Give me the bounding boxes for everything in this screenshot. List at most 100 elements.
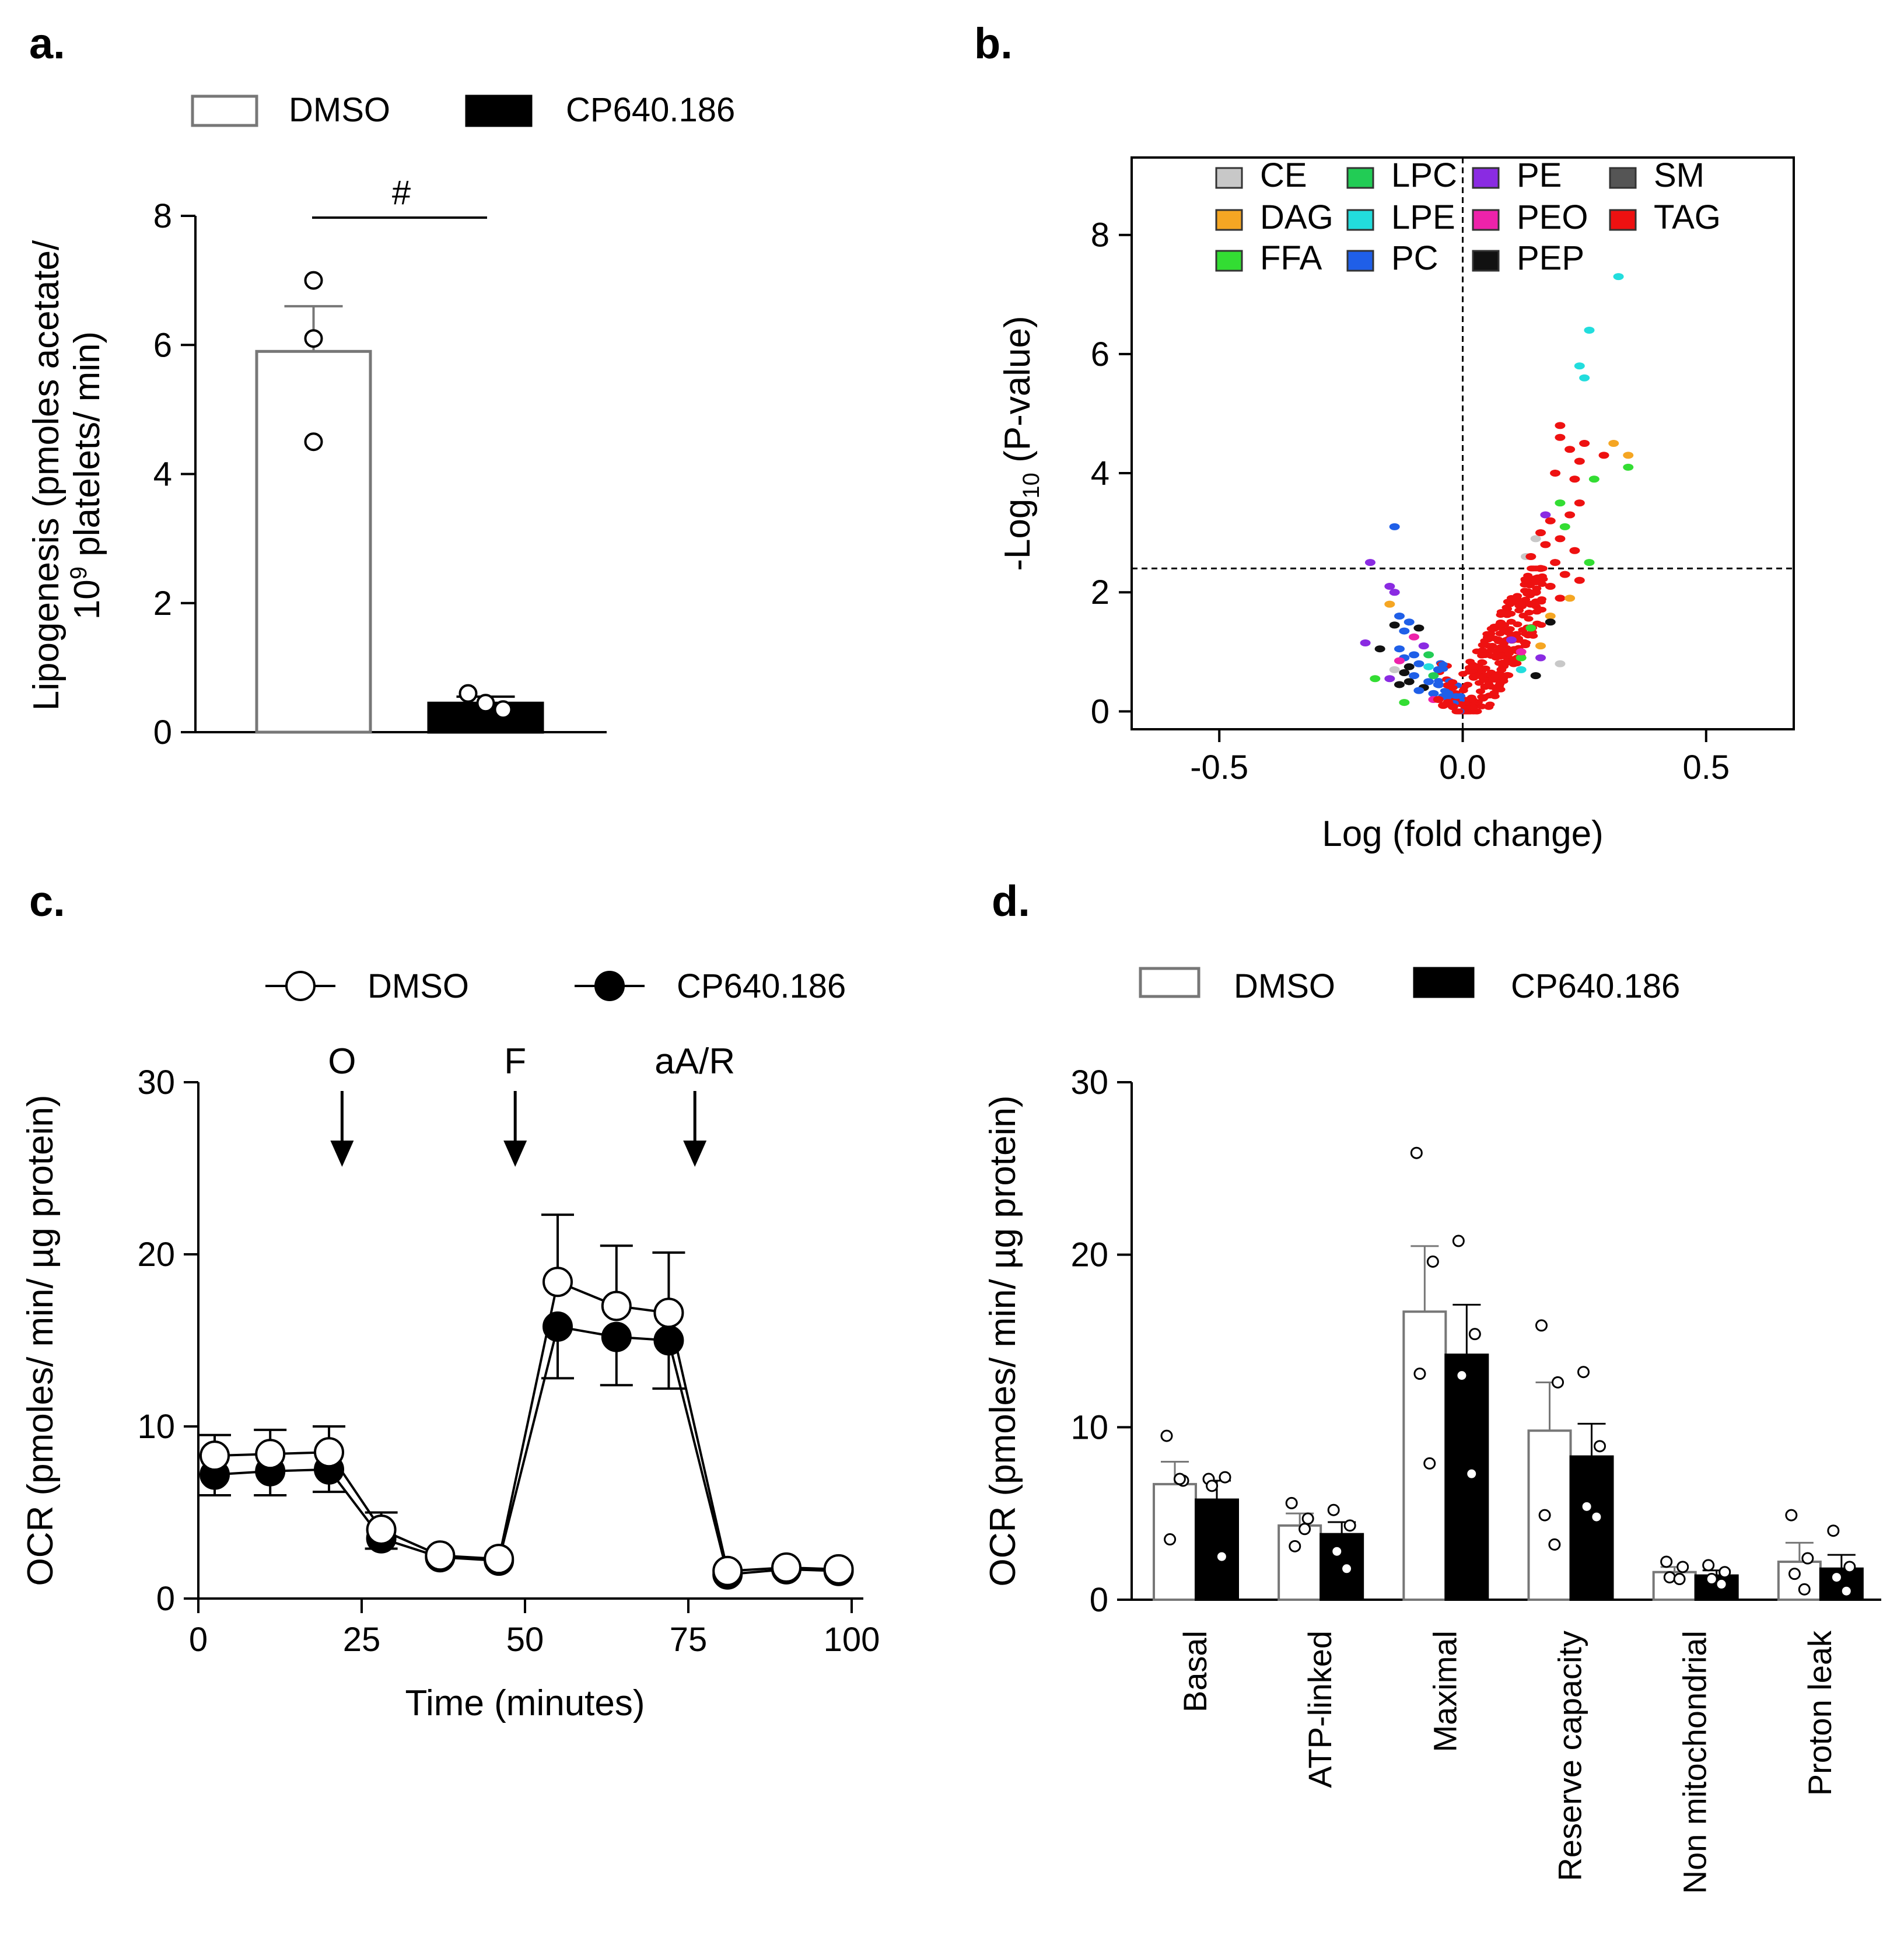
scatter-point (1486, 625, 1496, 632)
y-tick-label: 0 (1090, 1581, 1108, 1619)
scatter-point-dag (1623, 452, 1634, 459)
data-point (1465, 1467, 1478, 1480)
data-point (1285, 1496, 1298, 1509)
panel-a: 0 2 4 6 8 Lipogenesis (pmoles acetate/109 pla… (26, 91, 735, 751)
legend-swatch-cp640 (1413, 967, 1475, 998)
marker-dmso (366, 1515, 397, 1545)
panel-d: 0 10 20 30 OCR (pmoles/ min/ µg protein) Basa… (983, 967, 1881, 1894)
y-tick-label: 6 (153, 326, 172, 364)
scatter-point-tag (1545, 517, 1556, 524)
x-axis-label: Time (minutes) (405, 1683, 645, 1723)
data-point (1843, 1561, 1856, 1573)
scatter-point (1535, 607, 1545, 613)
significance-mark: # (392, 174, 411, 212)
scatter-point (1501, 660, 1511, 666)
scatter-point-tag (1545, 583, 1556, 590)
data-point (1298, 1523, 1311, 1536)
scatter-point-tag (1569, 475, 1580, 483)
scatter-point (1522, 590, 1532, 597)
legend-label-dag: DAG (1260, 198, 1334, 236)
scatter-point-ce (1555, 660, 1566, 667)
scatter-point-pep (1413, 624, 1424, 632)
data-point (1801, 1552, 1814, 1565)
scatter-point (1486, 647, 1496, 653)
scatter-point-tag (1555, 594, 1566, 602)
scatter-point-tag (1525, 600, 1536, 608)
data-point (1594, 1440, 1606, 1453)
arrow-head (683, 1141, 707, 1167)
scatter-point-tag (1564, 511, 1576, 519)
scatter-point (1483, 635, 1493, 641)
scatter-point-ffa (1516, 654, 1527, 662)
marker-dmso (425, 1540, 456, 1571)
scatter-point-pe (1384, 675, 1395, 683)
scatter-point-pc (1394, 613, 1405, 620)
legend-swatch-dag (1215, 209, 1243, 231)
marker-dmso (314, 1437, 344, 1468)
marker-dmso (823, 1554, 854, 1585)
data-point (476, 694, 495, 713)
arrow-label: O (328, 1041, 356, 1082)
bar-dmso (255, 349, 372, 734)
legend-label-cp640: CP640.186 (677, 967, 846, 1005)
scatter-point (1476, 703, 1486, 709)
legend-label-cp640: CP640.186 (566, 91, 735, 129)
data-point (1827, 1524, 1840, 1537)
data-point (304, 432, 323, 452)
scatter-point-lpe (1574, 362, 1585, 370)
scatter-point (1502, 604, 1511, 611)
x-tick-label: 100 (824, 1621, 880, 1659)
scatter-point-pc (1423, 678, 1434, 686)
scatter-point-pe (1418, 642, 1429, 650)
bar-cp640 (1195, 1498, 1239, 1601)
scatter-point (1499, 641, 1508, 647)
scatter-point (1533, 574, 1543, 580)
data-point (1289, 1540, 1301, 1552)
legend-label-lpc: LPC (1391, 156, 1457, 194)
data-point (1715, 1578, 1728, 1590)
scatter-point-peo (1516, 648, 1527, 656)
legend-label-dmso: DMSO (1234, 967, 1335, 1005)
y-tick-label: 0 (153, 714, 172, 751)
y-axis-label: OCR (pmoles/ min/ µg protein) (983, 1096, 1023, 1587)
scatter-point-tag (1574, 576, 1585, 584)
legend-label-cp640: CP640.186 (1511, 967, 1680, 1005)
bar-dmso (1402, 1310, 1447, 1601)
data-point (1676, 1561, 1689, 1573)
scatter-point (1488, 642, 1497, 649)
data-point (1327, 1503, 1340, 1516)
legend-marker-cp640 (594, 971, 625, 1001)
legend-label-dmso: DMSO (368, 967, 469, 1005)
legend-swatch-pe (1472, 167, 1500, 189)
y-tick-label: 8 (1091, 216, 1110, 254)
data-point (1548, 1538, 1561, 1551)
y-tick-label: 30 (137, 1064, 175, 1101)
legend-marker-dmso (285, 971, 316, 1001)
data-point (1164, 1533, 1177, 1546)
data-point (1413, 1368, 1426, 1380)
marker-cp640 (653, 1325, 684, 1356)
data-point (1538, 1509, 1551, 1522)
data-point (1426, 1255, 1439, 1268)
scatter-point-tag (1525, 552, 1536, 560)
arrow-label: F (504, 1041, 526, 1082)
scatter-point (1486, 653, 1496, 659)
data-point (1452, 1234, 1465, 1247)
y-tick-label: 2 (1091, 573, 1110, 611)
x-tick-label: 50 (506, 1621, 544, 1659)
scatter-point-pe (1540, 511, 1551, 519)
scatter-point-lpe (1579, 374, 1590, 382)
scatter-point-pep (1545, 618, 1556, 626)
scatter-point-tag (1550, 470, 1561, 477)
legend-label-pep: PEP (1517, 239, 1584, 277)
scatter-point-peo (1394, 657, 1405, 665)
legend-label-lpe: LPE (1391, 198, 1455, 236)
scatter-point (1456, 693, 1466, 700)
scatter-point-dag (1535, 642, 1546, 650)
y-tick-label: 10 (1070, 1408, 1108, 1446)
scatter-point-tag (1447, 703, 1458, 711)
scatter-point (1454, 708, 1464, 715)
scatter-point-ffa (1584, 559, 1595, 566)
scatter-point-tag (1564, 446, 1576, 453)
scatter-point-lpe (1613, 273, 1624, 281)
